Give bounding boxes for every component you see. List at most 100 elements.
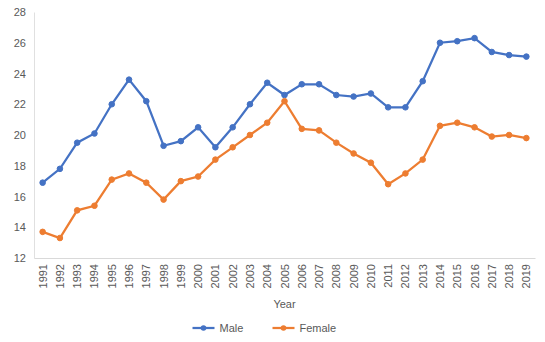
x-tick-label: 1997 [140,264,152,288]
y-tick: 28 [14,6,34,18]
series-marker [126,77,132,83]
y-tick: 12 [14,252,34,264]
x-tick: 2008 [330,258,342,288]
series-marker [454,38,460,44]
series-marker [454,120,460,126]
x-tick: 1993 [71,258,83,288]
x-tick-label: 1991 [37,264,49,288]
x-tick: 2010 [365,258,377,288]
x-tick-label: 2007 [313,264,325,288]
series [40,35,529,185]
series-marker [351,151,357,157]
y-tick: 26 [14,37,34,49]
series-marker [92,203,98,209]
series-marker [40,229,46,235]
series-marker [385,181,391,187]
x-tick-label: 2003 [244,264,256,288]
series-marker [264,120,270,126]
x-tick: 2015 [451,258,463,288]
x-tick-label: 1996 [123,264,135,288]
y-tick: 24 [14,68,34,80]
series-marker [57,235,63,241]
y-tick-label: 12 [14,252,26,264]
series-line [43,38,527,183]
series-marker [264,80,270,86]
x-tick: 1998 [158,258,170,288]
x-tick: 2006 [296,258,308,288]
x-tick: 1994 [88,258,100,288]
series-marker [74,140,80,146]
x-tick: 2017 [486,258,498,288]
series-marker [506,52,512,58]
series-marker [282,92,288,98]
series-marker [489,49,495,55]
series-marker [126,171,132,177]
x-tick-label: 2000 [192,264,204,288]
series-marker [143,180,149,186]
x-tick-label: 1994 [88,264,100,288]
x-tick-label: 1999 [175,264,187,288]
x-tick-label: 2019 [520,264,532,288]
series-marker [195,125,201,131]
series-marker [368,91,374,97]
series-marker [74,208,80,214]
series-marker [57,166,63,172]
series-marker [178,138,184,144]
x-tick-label: 2016 [469,264,481,288]
x-tick: 2001 [209,258,221,288]
series-marker [437,123,443,129]
x-axis-title: Year [273,298,296,310]
series-marker [213,145,219,151]
x-tick-label: 2013 [417,264,429,288]
series-marker [351,94,357,100]
series-marker [195,174,201,180]
x-tick: 2014 [434,258,446,288]
series-marker [472,125,478,131]
series-marker [109,101,115,107]
x-tick-label: 2002 [227,264,239,288]
x-tick: 2013 [417,258,429,288]
series-marker [524,54,530,60]
legend-marker [281,325,287,331]
plot-area: 1214161820222426281991199219931994199519… [14,6,536,288]
series-marker [230,145,236,151]
series-marker [524,135,530,141]
series-marker [299,126,305,132]
x-tick-label: 2010 [365,264,377,288]
legend-label: Male [220,322,244,334]
series-marker [247,132,253,138]
series-marker [316,128,322,134]
series-marker [161,197,167,203]
series-marker [334,92,340,98]
y-tick-label: 18 [14,160,26,172]
legend-item: Female [273,322,337,334]
series-marker [420,78,426,84]
series-marker [247,101,253,107]
series [40,98,529,240]
x-tick: 1995 [106,258,118,288]
y-tick-label: 24 [14,68,26,80]
x-tick: 1991 [37,258,49,288]
series-marker [213,157,219,163]
x-tick-label: 2011 [382,264,394,288]
x-tick-label: 2006 [296,264,308,288]
x-tick: 2011 [382,258,394,288]
x-tick-label: 2015 [451,264,463,288]
legend: Male Female [193,322,337,334]
series-marker [40,180,46,186]
x-tick-label: 1998 [158,264,170,288]
series-marker [316,81,322,87]
y-axis-line [34,13,35,259]
y-tick-label: 22 [14,98,26,110]
x-tick: 2012 [399,258,411,288]
x-axis-line [35,258,536,259]
y-tick: 22 [14,98,34,110]
series-marker [109,177,115,183]
x-tick: 1999 [175,258,187,288]
x-tick: 2019 [520,258,532,288]
x-tick-label: 2017 [486,264,498,288]
x-tick-label: 1992 [54,264,66,288]
series-marker [420,157,426,163]
x-tick: 2018 [503,258,515,288]
series-marker [489,134,495,140]
